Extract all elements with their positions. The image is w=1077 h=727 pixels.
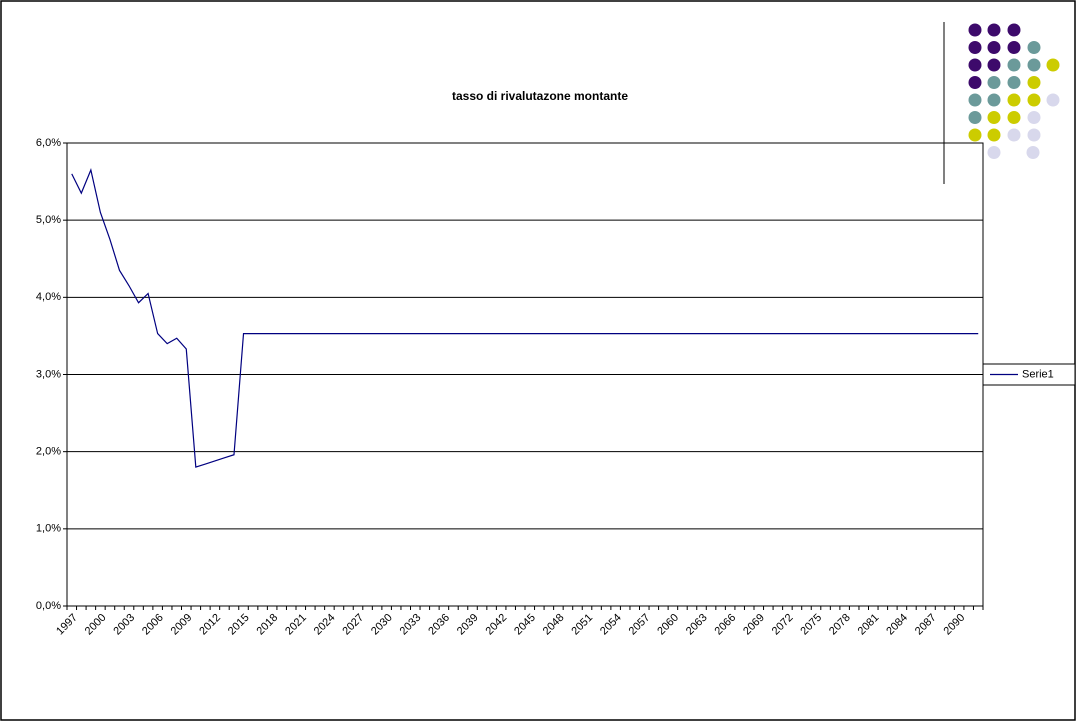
chart-title: tasso di rivalutazone montante — [452, 89, 628, 103]
decor-dot — [1046, 58, 1060, 72]
decor-dot — [1027, 76, 1041, 89]
decor-dot — [987, 41, 1001, 54]
decor-dot — [1007, 41, 1021, 54]
decor-dots — [968, 23, 1060, 159]
decor-dot — [1027, 93, 1041, 107]
y-tick-label: 2,0% — [36, 446, 61, 458]
decor-dot — [1046, 93, 1060, 107]
y-tick-label: 1,0% — [36, 523, 61, 535]
y-tick-label: 4,0% — [36, 291, 61, 303]
decor-dot — [1026, 146, 1040, 159]
decor-dot — [1007, 93, 1021, 107]
decor-dot — [987, 128, 1001, 142]
series-line — [71, 168, 979, 468]
decor-dot — [1007, 111, 1021, 124]
decor-dot — [987, 111, 1001, 124]
decor-dot — [1007, 23, 1021, 37]
decor-dot — [968, 128, 982, 142]
decor-dot — [968, 76, 982, 89]
decor-dot — [987, 58, 1001, 72]
decor-dot — [987, 146, 1001, 159]
decor-dot — [1007, 128, 1021, 142]
decor-dot — [987, 76, 1001, 89]
decor-dot — [987, 23, 1001, 37]
decor-dot — [987, 93, 1001, 107]
decor-dot — [1027, 111, 1041, 124]
decor-dot — [968, 93, 982, 107]
decor-dot — [1027, 128, 1041, 142]
decor-dot — [968, 111, 982, 124]
decor-dot — [1027, 58, 1041, 72]
decor-dot — [1007, 76, 1021, 89]
legend-box — [982, 363, 1076, 386]
y-tick-label: 0,0% — [36, 600, 61, 612]
decor-dot — [1027, 41, 1041, 54]
decor-dot — [968, 41, 982, 54]
decor-dot — [968, 23, 982, 37]
y-tick-label: 6,0% — [36, 137, 61, 149]
decor-dot — [1007, 58, 1021, 72]
y-tick-label: 3,0% — [36, 368, 61, 380]
y-tick-label: 5,0% — [36, 214, 61, 226]
legend: Serie1 — [982, 363, 1076, 386]
legend-label: Serie1 — [1022, 368, 1054, 380]
decor-dot — [968, 58, 982, 72]
